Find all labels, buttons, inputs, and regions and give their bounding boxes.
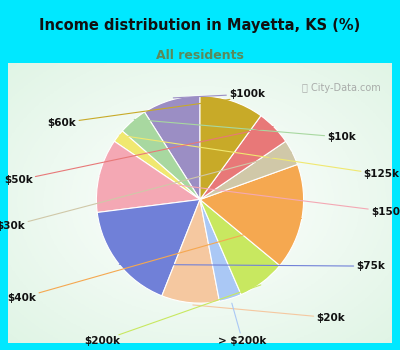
Wedge shape	[200, 164, 304, 266]
Text: $30k: $30k	[0, 152, 292, 231]
Text: $50k: $50k	[4, 127, 273, 185]
Text: $100k: $100k	[173, 89, 265, 99]
Wedge shape	[144, 96, 200, 200]
Text: $40k: $40k	[8, 218, 302, 303]
Wedge shape	[200, 141, 298, 199]
Text: All residents: All residents	[156, 49, 244, 62]
Text: $200k: $200k	[84, 285, 261, 346]
Text: $75k: $75k	[119, 261, 385, 271]
Text: $60k: $60k	[48, 99, 230, 128]
Text: $10k: $10k	[134, 119, 356, 142]
Text: > $200k: > $200k	[218, 303, 266, 346]
Text: $125k: $125k	[119, 135, 400, 180]
Text: $20k: $20k	[193, 305, 345, 323]
Text: $150k: $150k	[100, 175, 400, 217]
Wedge shape	[122, 112, 200, 200]
Wedge shape	[114, 131, 200, 200]
Wedge shape	[162, 199, 220, 303]
Text: ⓘ City-Data.com: ⓘ City-Data.com	[302, 83, 380, 93]
Text: Income distribution in Mayetta, KS (%): Income distribution in Mayetta, KS (%)	[39, 18, 361, 33]
Wedge shape	[200, 199, 280, 295]
Wedge shape	[97, 199, 200, 296]
Wedge shape	[96, 141, 200, 212]
Wedge shape	[200, 199, 241, 301]
Wedge shape	[200, 116, 286, 200]
Wedge shape	[200, 96, 261, 200]
